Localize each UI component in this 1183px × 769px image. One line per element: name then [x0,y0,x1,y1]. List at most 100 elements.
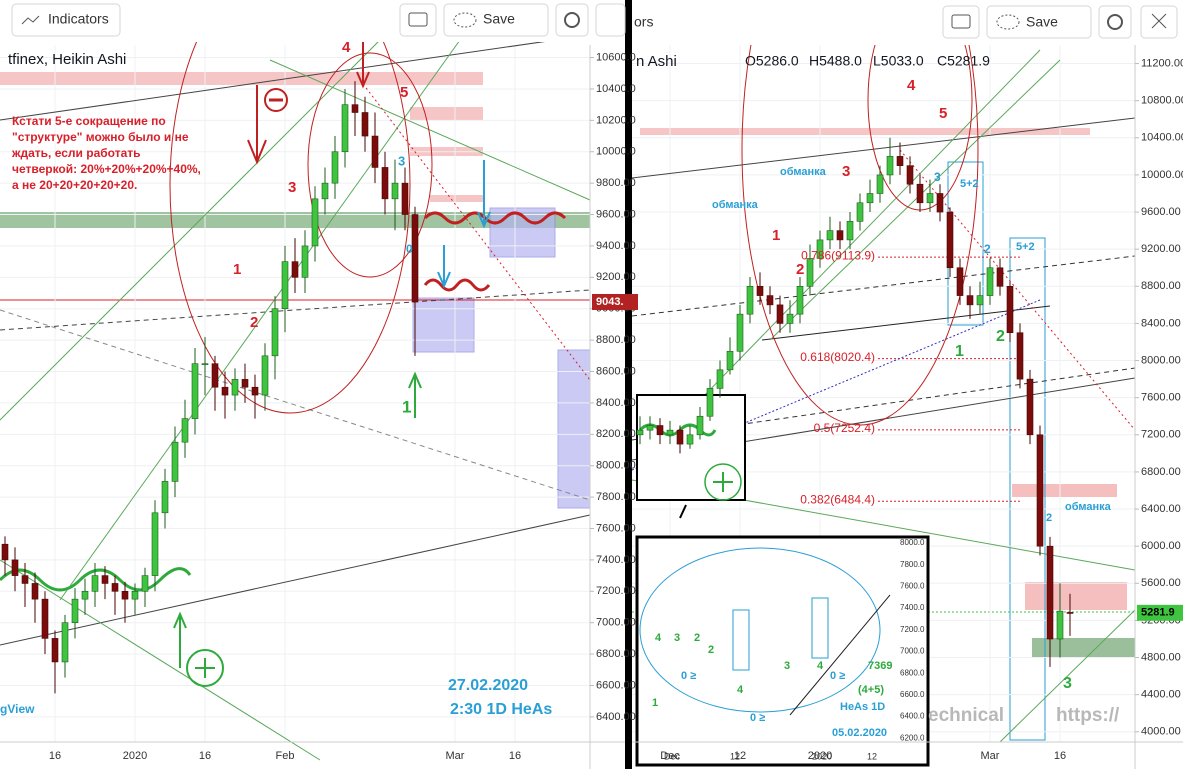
price-tag-label: 5281.9 [1141,607,1175,619]
trend-line [359,79,591,381]
candle-body [241,379,249,388]
wave [423,211,567,225]
settings-button[interactable] [555,3,589,37]
annotation: обманка [780,166,827,178]
y-tick-label: 9400.00 [596,240,636,252]
y-tick-label: 4800.00 [1141,651,1181,663]
inset-x-tick-label: 2020 [812,751,832,761]
x-tick-label: 16 [509,750,521,762]
ohlc-label: O5286.0 [745,53,799,69]
y-tick-label: 7000.00 [596,617,636,629]
fib-label: 0.5(7252.4) [814,421,875,435]
x-tick-label: Feb [276,750,295,762]
y-tick-label: 5600.00 [1141,577,1181,589]
candle-body [41,598,49,639]
icon [408,12,428,27]
candle-body [676,429,684,445]
x-tick-label: 12 [734,750,746,762]
zone [410,107,483,120]
y-tick-label: 9200.00 [1141,243,1181,255]
inset-y-tick-label: 7200.0 [900,625,925,634]
chart-title: tfinex, Heikin Ashi [8,51,126,68]
box [811,597,829,659]
zone [1012,484,1117,497]
y-tick-label: 8000.00 [1141,354,1181,366]
annotation: 3 [842,163,850,180]
save-button[interactable] [443,3,549,37]
candle-body [1056,610,1064,640]
inset-y-tick-label: 7000.0 [900,647,925,656]
save-button[interactable] [986,5,1092,39]
channel-line [769,59,1061,341]
annotation: 27.02.2020 [448,677,528,694]
y-tick-label: 8800.00 [596,334,636,346]
price-tag [1137,604,1183,621]
annotation: 2 [1046,512,1052,524]
candle-body [996,267,1004,287]
y-tick-label: 10600.0 [596,51,636,63]
annotation: gView [0,702,35,716]
divider [625,0,632,769]
candle-body [856,202,864,222]
fullscreen-button[interactable] [595,3,626,37]
inset-label: 0 ≥ [830,670,845,682]
candle-body [956,267,964,296]
icon [564,12,580,28]
icon [21,15,40,25]
icon [1151,13,1167,29]
inset [635,535,930,767]
candle-body [826,230,834,241]
candle-body [986,267,994,296]
y-tick-label: 10200.0 [596,114,636,126]
indicators-label: ors [634,14,653,30]
y-tick-label: 6800.00 [1141,466,1181,478]
y-tick-label: 8200.00 [596,428,636,440]
zone [412,297,475,353]
save-label: Save [483,11,515,27]
chart-title: n Ashi [636,53,677,70]
fullscreen-button[interactable] [1140,5,1178,39]
annotation: https:// [1056,705,1120,726]
plus [713,472,733,492]
candle-body [321,182,329,200]
candle-body [756,286,764,296]
inset-label: 3 [674,632,680,644]
zone [557,349,591,509]
icon [1107,14,1123,30]
candle-body [696,415,704,436]
candle-body [736,313,744,352]
candle-body [21,575,29,584]
candle-body [846,221,854,241]
inset-label: 7369 [868,660,892,672]
y-tick-label: 6000.00 [1141,540,1181,552]
y-tick-label: 8800.00 [1141,280,1181,292]
arrow [679,504,687,519]
candle-body [976,295,984,306]
box [1009,237,1046,741]
ohlc-label: L5033.0 [873,53,924,69]
inset-x-tick-label: Dec [664,751,681,761]
arrow [437,245,451,289]
indicators-button[interactable] [11,3,121,37]
y-tick-label: 8000.00 [596,460,636,472]
zone [1025,582,1127,610]
settings-button[interactable] [1098,5,1132,39]
candle-body [91,575,99,592]
annotation: обманка [1065,501,1112,513]
candle-body [836,230,844,241]
annotation: 2 [250,314,258,331]
inset-y-tick-label: 7600.0 [900,582,925,591]
candle-body [796,286,804,315]
candle-body [906,165,914,185]
inset-frame [635,535,930,767]
inset-x-tick-label: 12 [867,751,877,761]
note-line: ждать, если работать [11,146,141,160]
candle-body [61,622,69,663]
x-tick-label: Dec [660,750,680,762]
y-tick-label: 10400.0 [596,83,636,95]
annotation: 2 [796,261,804,278]
snapshot-button[interactable] [942,5,980,39]
trend-line [0,559,321,761]
snapshot-button[interactable] [399,3,437,37]
candle-body [401,182,409,215]
